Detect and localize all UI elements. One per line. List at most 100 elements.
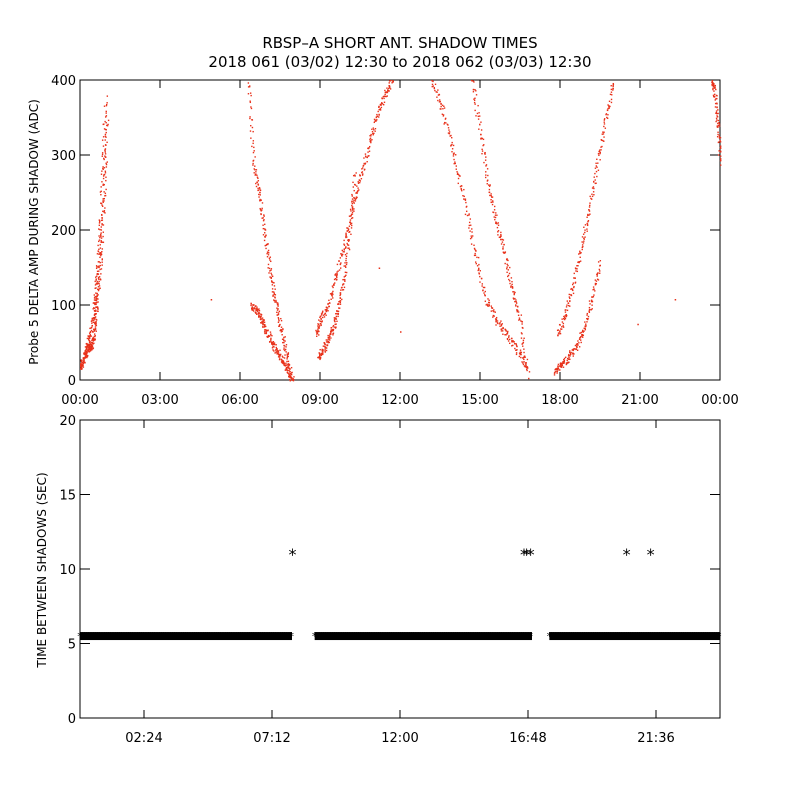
data-point [520, 356, 522, 359]
data-point [359, 174, 361, 176]
baseline-asterisk: * [643, 630, 649, 643]
data-point [282, 360, 285, 362]
data-point [499, 322, 501, 324]
data-point [272, 340, 275, 343]
data-point [97, 277, 100, 279]
baseline-asterisk: * [444, 630, 450, 643]
data-point [525, 365, 527, 367]
data-point [332, 329, 334, 332]
data-point [720, 150, 722, 153]
data-point [482, 144, 484, 147]
data-point [582, 245, 584, 248]
data-point [337, 315, 339, 318]
data-point [464, 199, 467, 201]
data-point [599, 159, 601, 161]
data-point [582, 242, 585, 244]
data-point [271, 284, 274, 286]
data-point [484, 159, 487, 161]
data-point [572, 292, 575, 295]
data-point [98, 278, 100, 281]
data-point [253, 307, 256, 309]
data-point [485, 165, 487, 167]
data-point [98, 280, 100, 283]
data-point [98, 224, 101, 226]
data-point [319, 316, 321, 319]
data-point [577, 344, 579, 346]
data-point [580, 341, 582, 344]
data-point [103, 200, 105, 202]
data-point [88, 348, 90, 350]
data-point [94, 329, 97, 331]
data-point [519, 352, 522, 355]
data-point [586, 318, 589, 321]
baseline-asterisk: * [398, 630, 404, 643]
baseline-asterisk: * [334, 630, 340, 643]
data-point [272, 295, 274, 297]
data-point [511, 281, 513, 283]
data-point [711, 83, 713, 86]
data-point [384, 95, 386, 98]
data-point [713, 87, 716, 89]
data-point [253, 304, 255, 306]
data-point [257, 313, 260, 315]
data-point [517, 314, 520, 317]
baseline-asterisk: * [591, 630, 597, 643]
data-point [324, 348, 326, 350]
data-point [522, 357, 524, 359]
data-point [463, 188, 465, 191]
data-point [355, 197, 357, 200]
data-point [490, 195, 492, 197]
data-point [438, 101, 441, 103]
data-point [563, 315, 565, 318]
data-point [334, 320, 336, 323]
data-point [97, 308, 99, 310]
data-point [519, 351, 522, 353]
baseline-asterisk: * [484, 630, 490, 643]
data-point [507, 330, 509, 333]
data-point [100, 268, 103, 270]
data-point [603, 131, 605, 133]
data-point [348, 231, 350, 233]
data-point [103, 210, 106, 212]
data-point [286, 358, 288, 360]
data-point [345, 236, 347, 239]
data-point [271, 291, 274, 293]
baseline-asterisk: * [470, 630, 476, 643]
data-point [574, 344, 577, 347]
data-point [273, 293, 275, 296]
baseline-asterisk: * [207, 630, 213, 643]
data-point [572, 289, 574, 292]
data-point [610, 101, 613, 104]
data-point [256, 176, 259, 178]
data-point [553, 374, 556, 376]
data-point [89, 334, 91, 336]
data-point [560, 365, 562, 367]
data-point [94, 326, 97, 328]
data-point [716, 116, 719, 118]
data-point [563, 358, 565, 361]
data-point [320, 320, 322, 323]
data-point [566, 357, 569, 360]
data-point [566, 359, 568, 362]
data-point [717, 112, 719, 115]
data-point [266, 251, 269, 253]
data-point [288, 373, 290, 376]
data-point [578, 346, 581, 348]
data-point [526, 366, 529, 368]
data-point [515, 353, 518, 356]
data-point [97, 261, 100, 263]
data-point [101, 258, 103, 260]
data-point [268, 335, 270, 337]
data-point [88, 336, 91, 338]
data-point [526, 369, 528, 372]
baseline-asterisk: * [486, 630, 492, 643]
data-point [489, 194, 491, 197]
data-point [258, 193, 260, 196]
data-point [596, 275, 598, 277]
data-point [476, 256, 478, 259]
data-point [711, 82, 714, 84]
baseline-asterisk: * [573, 630, 579, 643]
data-point [287, 352, 290, 354]
data-point [389, 88, 392, 90]
data-point [525, 362, 527, 364]
